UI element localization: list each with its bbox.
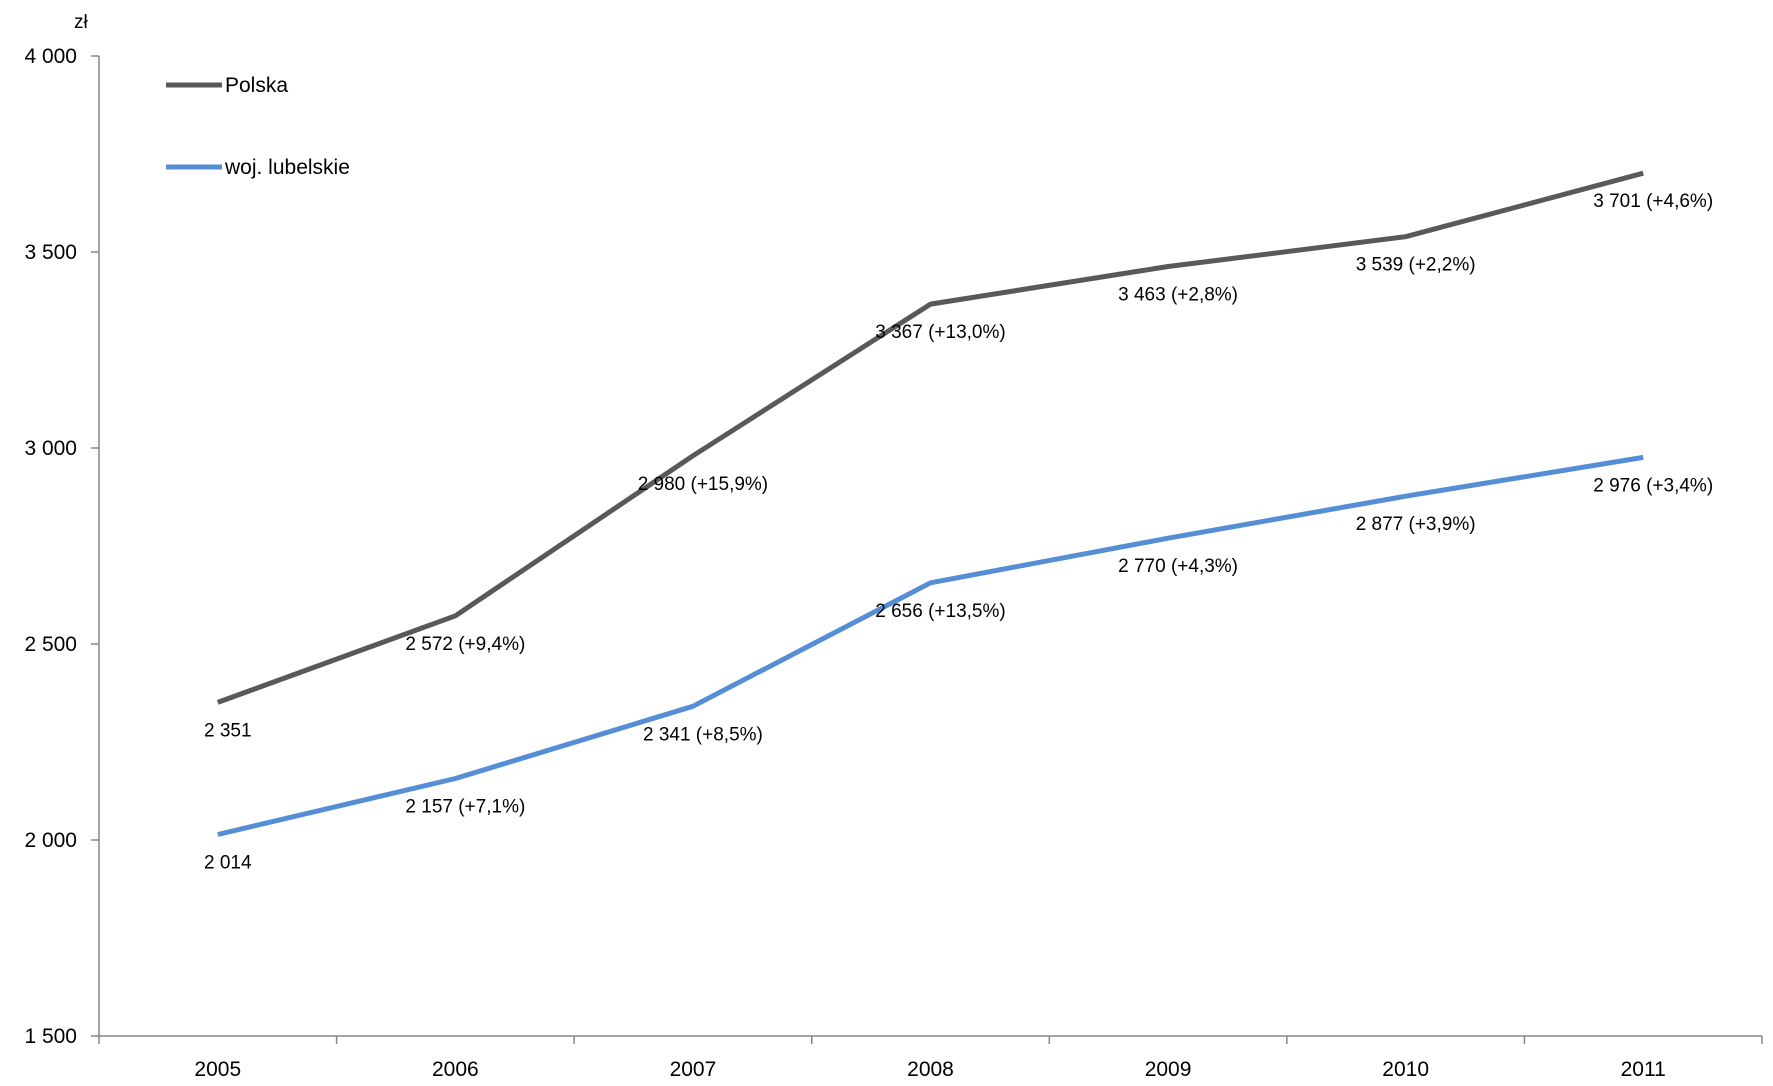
data-label: 2 976 (+3,4%) [1593, 475, 1713, 496]
x-tick-label: 2011 [1621, 1058, 1666, 1081]
series-line-0 [216, 170, 1644, 705]
data-label: 2 572 (+9,4%) [405, 634, 525, 655]
data-label: 2 157 (+7,1%) [405, 796, 525, 817]
y-axis-ticks: 1 500 2 000 2 500 3 000 3 500 4 000 [24, 45, 99, 1048]
axes [98, 56, 1762, 1037]
data-label: 3 367 (+13,0%) [875, 322, 1005, 343]
legend: Polska woj. lubelskie [166, 74, 350, 179]
y-tick-label: 3 000 [24, 437, 77, 460]
data-label: 2 770 (+4,3%) [1118, 556, 1238, 577]
x-tick-label: 2010 [1382, 1058, 1429, 1081]
legend-label: woj. lubelskie [224, 156, 350, 179]
series-line-1 [217, 454, 1644, 837]
legend-label: Polska [225, 74, 288, 97]
data-label: 3 701 (+4,6%) [1593, 191, 1713, 212]
x-tick-label: 2009 [1145, 1058, 1192, 1081]
x-tick-label: 2005 [194, 1058, 241, 1081]
y-tick-label: 2 000 [24, 829, 77, 852]
data-label: 2 341 (+8,5%) [643, 724, 763, 745]
x-tick-label: 2008 [907, 1058, 954, 1081]
y-axis-unit: zł [74, 12, 89, 33]
data-label: 2 014 [204, 853, 252, 874]
data-label: 2 980 (+15,9%) [638, 474, 768, 495]
x-tick-label: 2007 [670, 1058, 717, 1081]
y-tick-label: 2 500 [24, 633, 77, 656]
data-label: 3 463 (+2,8%) [1118, 285, 1238, 306]
data-label: 3 539 (+2,2%) [1356, 255, 1476, 276]
x-tick-label: 2006 [432, 1058, 479, 1081]
y-tick-label: 1 500 [24, 1025, 77, 1048]
x-axis-ticks: 2005 2006 2007 2008 2009 2010 2011 [98, 1036, 1763, 1081]
data-label: 2 351 [204, 720, 252, 741]
series-group: 2 351 2 572 (+9,4%) 2 980 (+15,9%) 3 367 (+… [204, 170, 1713, 874]
y-tick-label: 4 000 [24, 45, 77, 68]
y-tick-label: 3 500 [24, 241, 77, 264]
data-label: 2 877 (+3,9%) [1356, 514, 1476, 535]
data-label: 2 656 (+13,5%) [875, 601, 1005, 622]
